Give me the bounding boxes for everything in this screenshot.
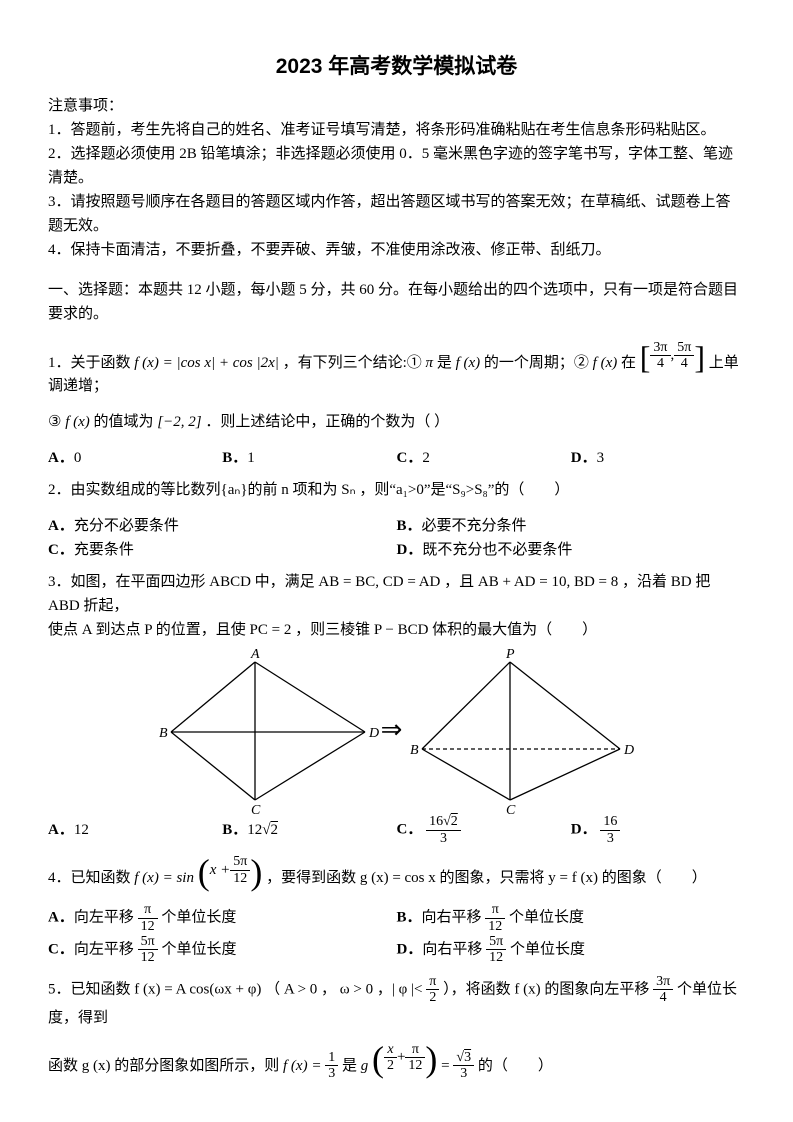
q1-text: 的一个周期；② (484, 354, 593, 370)
option-d[interactable]: D．向右平移 5π12 个单位长度 (397, 934, 746, 966)
arrow-icon: ⇒ (381, 709, 403, 751)
question-5-line2: 函数 g (x) 的部分图象如图所示，则 f (x) = 13 是 g ( x2… (48, 1042, 745, 1082)
q3-figure: ABCD ⇒ PBCD (48, 654, 745, 804)
q1-text: ③ (48, 414, 65, 430)
svg-text:B: B (410, 743, 419, 758)
option-d[interactable]: D．3 (571, 446, 745, 470)
page-title: 2023 年高考数学模拟试卷 (48, 50, 745, 84)
q1-text: ．则上述结论中，正确的个数为（ ） (205, 414, 449, 430)
option-b[interactable]: B．必要不充分条件 (397, 514, 746, 538)
q3-line1: 3．如图，在平面四边形 ABCD 中，满足 AB = BC, CD = AD ，… (48, 570, 745, 618)
q5-text: ），将函数 f (x) 的图象向左平移 (443, 981, 653, 997)
q4-text: 4．已知函数 (48, 870, 134, 886)
svg-text:A: A (250, 647, 260, 662)
q1-range: [−2, 2] (157, 414, 201, 430)
question-2: 2．由实数组成的等比数列{aₙ}的前 n 项和为 Sₙ ，则“a₁>0”是“S₉… (48, 478, 745, 502)
notice-list: 1．答题前，考生先将自己的姓名、准考证号填写清楚，将条形码准确粘贴在考生信息条形… (48, 118, 745, 262)
q4-options: A．向左平移 π12 个单位长度 B．向右平移 π12 个单位长度 C．向左平移… (48, 902, 745, 966)
option-c[interactable]: C．2 (397, 446, 571, 470)
q1-fx: f (x) (593, 354, 618, 370)
option-c[interactable]: C．充要条件 (48, 538, 397, 562)
q5-text: 是 (342, 1057, 361, 1073)
question-1: 1．关于函数 f (x) = |cos x| + cos |2x| ，有下列三个… (48, 340, 745, 399)
paren-expr: ( x2 + π12 ) (372, 1042, 437, 1074)
notice-item: 1．答题前，考生先将自己的姓名、准考证号填写清楚，将条形码准确粘贴在考生信息条形… (48, 118, 745, 142)
q1-text: 是 (437, 354, 456, 370)
question-1-line2: ③ f (x) 的值域为 [−2, 2] ．则上述结论中，正确的个数为（ ） (48, 410, 745, 434)
q1-lead: 1．关于函数 (48, 354, 134, 370)
q1-options: A．0 B．1 C．2 D．3 (48, 446, 745, 470)
option-a[interactable]: A．向左平移 π12 个单位长度 (48, 902, 397, 934)
svg-text:P: P (505, 647, 515, 662)
q2-options: A．充分不必要条件 B．必要不充分条件 C．充要条件 D．既不充分也不必要条件 (48, 514, 745, 562)
option-a[interactable]: A．0 (48, 446, 222, 470)
q4-text: ，要得到函数 g (x) = cos x 的图象，只需将 y = f (x) 的… (266, 870, 707, 886)
q3-line2: 使点 A 到达点 P 的位置，且使 PC = 2 ，则三棱锥 P − BCD 体… (48, 618, 745, 642)
option-b[interactable]: B．1 (222, 446, 396, 470)
q4-inner: x + (210, 858, 231, 882)
svg-text:C: C (251, 803, 261, 818)
q5-eq: f (x) = (283, 1057, 325, 1073)
section-1-heading: 一、选择题：本题共 12 小题，每小题 5 分，共 60 分。在每小题给出的四个… (48, 278, 745, 326)
notice-item: 2．选择题必须使用 2B 铅笔填涂；非选择题必须使用 0．5 毫米黑色字迹的签字… (48, 142, 745, 190)
q5-text: 函数 g (x) 的部分图象如图所示，则 (48, 1057, 283, 1073)
svg-text:D: D (623, 743, 634, 758)
option-a[interactable]: A．充分不必要条件 (48, 514, 397, 538)
eq: = (441, 1057, 453, 1073)
question-3: 3．如图，在平面四边形 ABCD 中，满足 AB = BC, CD = AD ，… (48, 570, 745, 642)
option-c[interactable]: C．向左平移 5π12 个单位长度 (48, 934, 397, 966)
paren-expr: ( x + 5π12 ) (198, 854, 263, 886)
option-a[interactable]: A．12 (48, 818, 222, 842)
option-d[interactable]: D． 163 (571, 814, 745, 846)
q1-fx: f (x) = |cos x| + cos |2x| (134, 354, 279, 370)
notice-heading: 注意事项： (48, 94, 745, 118)
q5-g: g (361, 1057, 369, 1073)
option-b[interactable]: B．向右平移 π12 个单位长度 (397, 902, 746, 934)
q1-fx: f (x) (456, 354, 481, 370)
option-c[interactable]: C． 162 3 (397, 814, 571, 846)
pi-symbol: π (426, 354, 434, 370)
q3-left-diagram: ABCD (163, 654, 373, 804)
q5-text: 的（ ） (478, 1057, 553, 1073)
notice-item: 4．保持卡面清洁，不要折叠，不要弄破、弄皱，不准使用涂改液、修正带、刮纸刀。 (48, 238, 745, 262)
question-4: 4．已知函数 f (x) = sin ( x + 5π12 ) ，要得到函数 g… (48, 854, 745, 890)
q3-right-diagram: PBCD (410, 654, 630, 804)
q5-text: 5．已知函数 f (x) = A cos(ωx + φ) （ A > 0 ， ω… (48, 981, 426, 997)
question-5: 5．已知函数 f (x) = A cos(ωx + φ) （ A > 0 ， ω… (48, 974, 745, 1030)
svg-text:B: B (159, 726, 168, 741)
option-b[interactable]: B．122 (222, 818, 396, 842)
notice-item: 3．请按照题号顺序在各题目的答题区域内作答，超出答题区域书写的答案无效；在草稿纸… (48, 190, 745, 238)
interval: [ 3π4 , 5π4 ] (640, 340, 705, 372)
option-d[interactable]: D．既不充分也不必要条件 (397, 538, 746, 562)
q1-text: ，有下列三个结论:① (283, 354, 426, 370)
q1-text: 的值域为 (94, 414, 154, 430)
q3-options: A．12 B．122 C． 162 3 D． 163 (48, 814, 745, 846)
q1-text: 在 (621, 354, 636, 370)
q1-fx: f (x) (65, 414, 90, 430)
q4-fx: f (x) = sin (134, 870, 194, 886)
plus: + (397, 1045, 405, 1069)
svg-text:D: D (368, 726, 379, 741)
